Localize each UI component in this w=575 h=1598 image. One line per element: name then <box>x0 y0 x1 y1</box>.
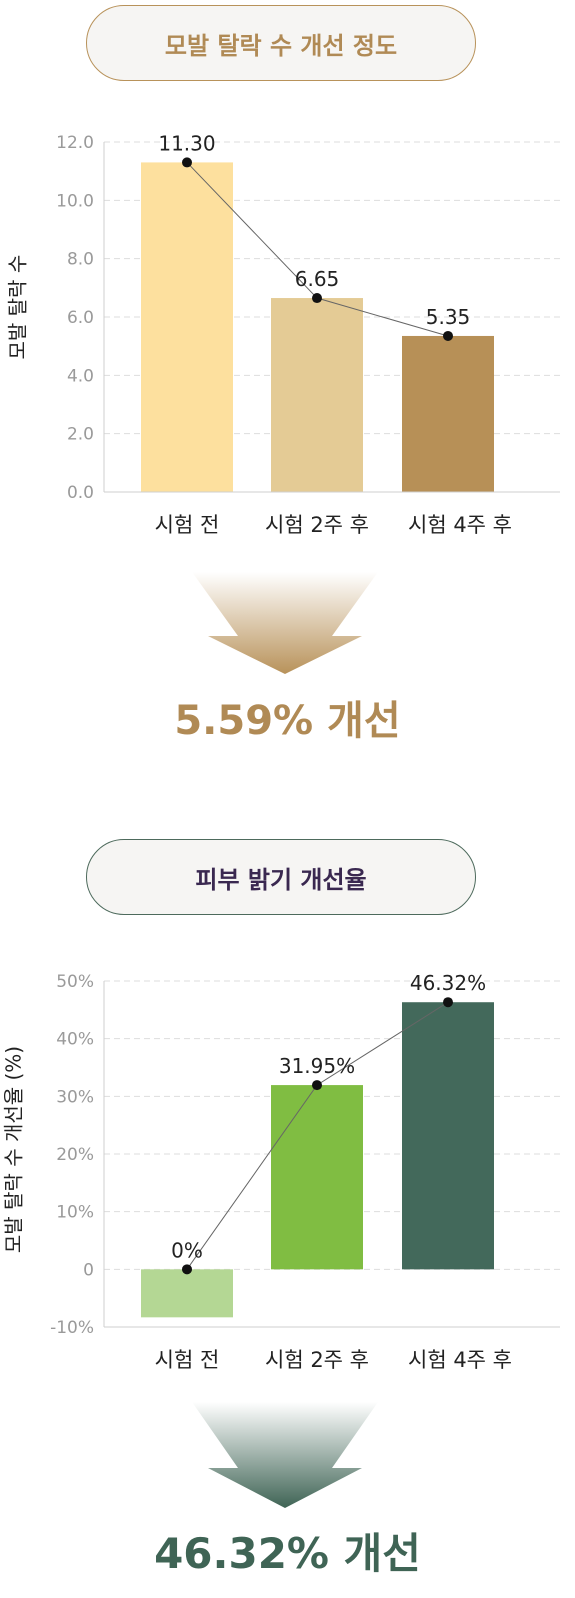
x-tick-label: 시험 4주 후 <box>408 1348 512 1372</box>
data-label: 11.30 <box>158 131 215 155</box>
y-tick-label: 10% <box>56 1203 94 1223</box>
section2-title: 피부 밝기 개선율 <box>86 839 476 915</box>
y-tick-label: 0 <box>83 1260 94 1280</box>
down-arrow-icon <box>192 572 378 674</box>
data-label: 46.32% <box>410 971 486 995</box>
x-tick-label: 시험 4주 후 <box>408 513 512 537</box>
data-point <box>312 293 322 304</box>
data-point <box>443 997 453 1008</box>
data-label: 31.95% <box>279 1054 355 1078</box>
y-tick-label: 10.0 <box>56 191 94 211</box>
result-text-1: 5.59% 개선 <box>174 698 401 744</box>
y-tick-label: 8.0 <box>67 250 94 270</box>
down-arrow-icon <box>192 1402 378 1508</box>
y-tick-label: 6.0 <box>67 308 94 328</box>
data-label: 0% <box>171 1238 203 1262</box>
y-tick-label: 30% <box>56 1087 94 1107</box>
bar <box>271 1085 363 1270</box>
bar <box>141 162 233 492</box>
improvement-rate-chart: -10% 0 10% 20% 30% 40% 50% 0% 31.95% 46.32% 시험 전 시험… <box>50 971 560 1372</box>
x-tick-label: 시험 2주 후 <box>265 513 369 537</box>
y-tick-label: 40% <box>56 1030 94 1050</box>
data-label: 6.65 <box>295 267 340 291</box>
x-tick-label: 시험 2주 후 <box>265 1348 369 1372</box>
bar <box>402 335 494 492</box>
bar <box>141 1269 233 1318</box>
bar <box>271 298 363 492</box>
data-point <box>443 330 453 341</box>
hair-loss-chart: 0.0 2.0 4.0 6.0 8.0 10.0 12.0 11.30 6.65 5.35 시험 전… <box>56 131 560 537</box>
x-tick-label: 시험 전 <box>155 1348 220 1372</box>
y-tick-label: 12.0 <box>56 133 94 153</box>
y-tick-label: 2.0 <box>67 425 94 445</box>
chart2-ylabel: 모발 탈락 수 개선율 (%) <box>1 1045 26 1254</box>
bar <box>402 1002 494 1270</box>
data-label: 5.35 <box>426 305 471 329</box>
y-tick-label: 20% <box>56 1145 94 1165</box>
y-tick-label: 50% <box>56 972 94 992</box>
chart1-ylabel: 모발 탈락 수 <box>5 254 30 360</box>
data-point <box>182 1264 192 1275</box>
x-tick-label: 시험 전 <box>155 513 220 537</box>
section1-title: 모발 탈락 수 개선 정도 <box>86 5 476 81</box>
result-text-2: 46.32% 개선 <box>154 1529 421 1578</box>
data-point <box>312 1080 322 1091</box>
y-tick-label: -10% <box>50 1318 94 1338</box>
data-point <box>182 157 192 168</box>
y-tick-label: 0.0 <box>67 483 94 503</box>
y-tick-label: 4.0 <box>67 366 94 386</box>
